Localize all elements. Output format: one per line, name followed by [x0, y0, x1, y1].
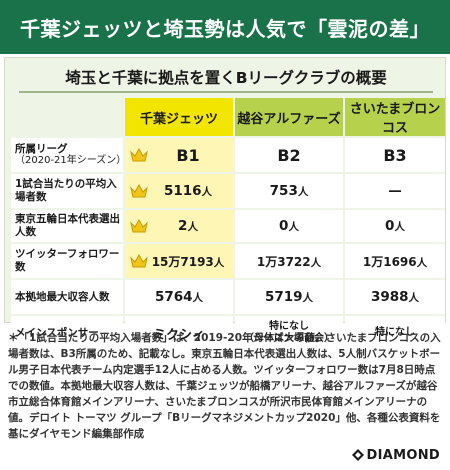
club-comparison-table: 千葉ジェッツ 越谷アルファーズ さいたまブロンコス 所属リーグ （2020-21… [9, 96, 447, 352]
cell-jets-capacity: 5764人 [125, 280, 233, 314]
table-row: 本拠地最大収容人数 5764人 5719人 3988人 [11, 280, 445, 314]
subtitle-underline [19, 91, 433, 93]
cell-jets-sponsor: ミクシィ [125, 316, 233, 350]
cell-alphas-league: B2 [235, 138, 343, 172]
title-banner: 千葉ジェッツと埼玉勢は人気で「雲泥の差」 [0, 0, 450, 54]
cell-broncos-olympians: 0人 [345, 210, 445, 242]
crown-icon [130, 183, 148, 198]
cell-alphas-attendance: 753人 [235, 174, 343, 208]
page-title: 千葉ジェッツと埼玉勢は人気で「雲泥の差」 [20, 16, 430, 41]
row-label: ツイッターフォロワー数 [11, 244, 123, 278]
diamond-icon [351, 449, 364, 461]
row-label: 本拠地最大収容人数 [11, 280, 123, 314]
cell-jets-twitter: 15万7193人 [125, 244, 233, 278]
table-panel: 埼玉と千葉に拠点を置くBリーグクラブの概要 千葉ジェッツ 越谷アルファーズ さい… [4, 57, 446, 350]
club-header-chiba-jets: 千葉ジェッツ [125, 98, 233, 136]
table-subtitle: 埼玉と千葉に拠点を置くBリーグクラブの概要 [65, 69, 387, 87]
header-row: 千葉ジェッツ 越谷アルファーズ さいたまブロンコス [11, 98, 445, 136]
table-row: 東京五輪日本代表選出人数 2人 0人 0人 [11, 210, 445, 242]
table-row: ツイッターフォロワー数 15万7193人 1万3722人 1万1696人 [11, 244, 445, 278]
club-header-saitama-broncos: さいたまブロンコス [345, 98, 445, 136]
row-label-sub: （2020-21年シーズン） [15, 155, 127, 167]
crown-icon [130, 218, 148, 233]
cell-alphas-twitter: 1万3722人 [235, 244, 343, 278]
cell-broncos-capacity: 3988人 [345, 280, 445, 314]
logo-text: DIAMOND [366, 447, 440, 463]
crown-icon [130, 253, 148, 268]
cell-alphas-capacity: 5719人 [235, 280, 343, 314]
row-label: メインスポンサー [11, 316, 123, 350]
publisher-logo: DIAMOND [351, 446, 440, 464]
footnote: ＊「1試合当たりの平均入場者数」は、2019-20年シーズンの値。さいたまブロン… [8, 332, 441, 440]
cell-broncos-twitter: 1万1696人 [345, 244, 445, 278]
cell-broncos-sponsor: 特になし [345, 316, 445, 350]
cell-alphas-sponsor: 特になし （母体は大塚商会） [235, 316, 343, 350]
row-label: 東京五輪日本代表選出人数 [11, 210, 123, 242]
cell-broncos-attendance: — [345, 174, 445, 208]
cell-jets-league: B1 [125, 138, 233, 172]
club-header-koshigaya-alphas: 越谷アルファーズ [235, 98, 343, 136]
cell-jets-attendance: 5116人 [125, 174, 233, 208]
cell-alphas-olympians: 0人 [235, 210, 343, 242]
table-row: 所属リーグ （2020-21年シーズン） B1 B2 B3 [11, 138, 445, 172]
cell-jets-olympians: 2人 [125, 210, 233, 242]
table-row: 1試合当たりの平均入場者数 5116人 753人 — [11, 174, 445, 208]
row-label: 1試合当たりの平均入場者数 [11, 174, 123, 208]
row-label: 所属リーグ （2020-21年シーズン） [11, 138, 127, 172]
cell-broncos-league: B3 [345, 138, 445, 172]
header-corner [11, 98, 123, 136]
table-row: メインスポンサー ミクシィ 特になし （母体は大塚商会） 特になし [11, 316, 445, 350]
crown-icon [130, 147, 148, 162]
